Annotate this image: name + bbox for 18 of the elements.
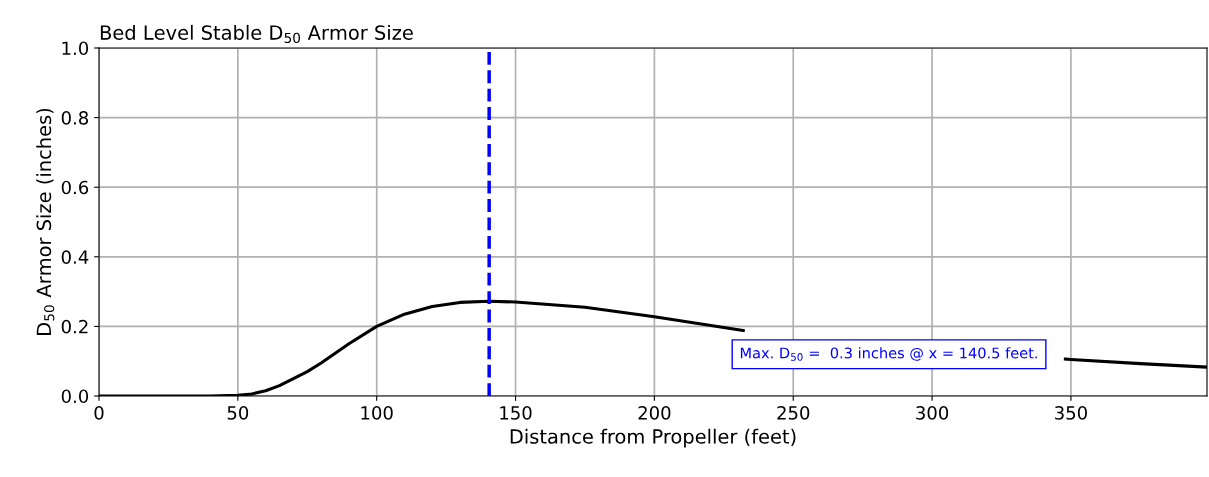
x-tick-label: 250 (777, 406, 810, 420)
y-axis-title: D$_{50}$ Armor Size (inches) (36, 108, 55, 335)
x-axis-title: Distance from Propeller (feet) (510, 428, 796, 448)
x-tick-label: 0 (94, 406, 104, 420)
annotation: Max. D$_{50}$ = 0.3 inches @ x = 140.5 feet. (740, 347, 1037, 361)
x-tick-label: 350 (1055, 406, 1087, 420)
y-tick-label: 0.4 (61, 250, 89, 264)
chart-title: Bed Level Stable D$_{50}$ Armor Size (100, 24, 413, 44)
x-tick-label: 300 (916, 406, 949, 420)
y-tick-label: 0.2 (61, 319, 88, 334)
y-tick-label: 0.6 (61, 180, 89, 195)
x-tick-label: 100 (361, 406, 393, 420)
y-tick-label: 1.0 (62, 41, 89, 56)
x-tick-label: 200 (638, 406, 671, 420)
x-tick-label: 50 (227, 406, 249, 420)
y-tick-label: 0.0 (61, 389, 89, 404)
y-tick-label: 0.8 (61, 111, 89, 125)
x-tick-label: 150 (500, 406, 532, 420)
